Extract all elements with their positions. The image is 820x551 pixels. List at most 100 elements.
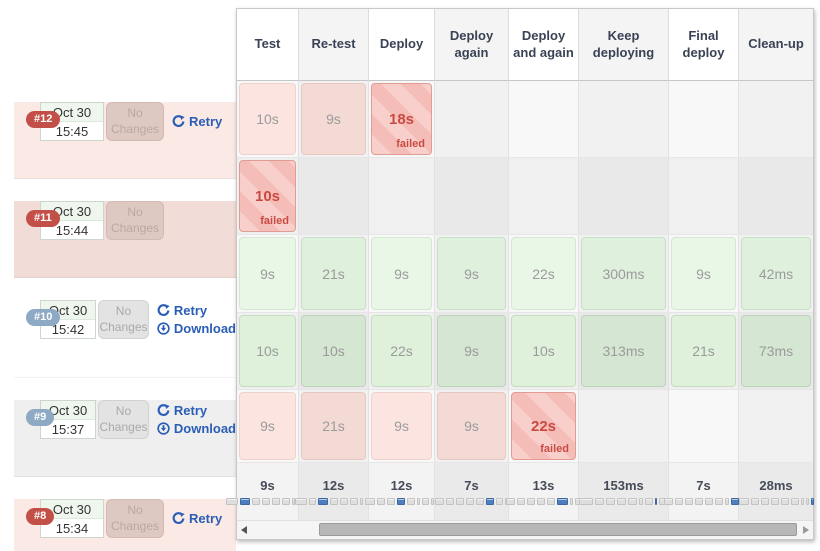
retry-button[interactable]: Retry (172, 511, 222, 526)
stage-time-distribution (578, 497, 669, 505)
build-number-badge[interactable]: #12 (26, 111, 61, 128)
stage-cell-skipped (669, 81, 739, 158)
average-value: 28ms (759, 478, 793, 493)
stage-cell-passed[interactable]: 9s (437, 392, 506, 460)
average-cell: 7s (664, 463, 743, 520)
download-button[interactable]: Download (157, 421, 236, 436)
average-cell: 28ms (738, 463, 814, 520)
stage-cell-passed[interactable]: 10s (239, 315, 296, 387)
build-row: #8 Oct 30 15:34 No Changes Retry (14, 499, 236, 551)
no-changes-button[interactable]: No Changes (106, 201, 164, 240)
build-date: Oct 30 15:44 (40, 201, 104, 240)
build-number-badge[interactable]: #10 (26, 309, 61, 326)
stage-cell-passed[interactable]: 42ms (741, 237, 811, 310)
stage-cell-passed[interactable]: 10s (301, 315, 366, 387)
stage-cell-skipped (369, 158, 435, 235)
download-icon (157, 422, 170, 435)
download-icon (157, 322, 170, 335)
build-number-badge[interactable]: #8 (26, 508, 55, 525)
retry-button[interactable]: Retry (172, 114, 222, 129)
build-number-badge[interactable]: #9 (26, 409, 55, 426)
build-date: Oct 30 15:37 (40, 400, 97, 439)
build-actions: Retry (172, 102, 222, 141)
stage-cell-skipped (509, 158, 579, 235)
retry-button[interactable]: Retry (157, 303, 236, 318)
average-value: 12s (322, 478, 345, 493)
stage-cell-skipped (669, 390, 739, 463)
stage-row: 9s 21s 9s 9s 22s failed (237, 390, 813, 463)
stage-cell-passed[interactable]: 9s (671, 237, 736, 310)
stage-cell-skipped (299, 158, 369, 235)
stage-cell-passed[interactable]: 21s (301, 237, 366, 310)
stage-cell-passed[interactable]: 10s (511, 315, 576, 387)
build-date: Oct 30 15:34 (40, 499, 104, 538)
build-date-day: Oct 30 (41, 401, 96, 420)
build-date-time: 15:34 (41, 519, 103, 537)
download-button[interactable]: Download (157, 321, 236, 336)
average-cell: 12s (295, 463, 372, 520)
stage-cell-passed[interactable]: 73ms (741, 315, 811, 387)
average-value: 12s (390, 478, 413, 493)
scroll-right-arrow[interactable] (803, 526, 809, 534)
stage-row: 10s 9s 18s failed (237, 81, 813, 158)
failed-label: failed (396, 138, 425, 150)
stage-cell-passed[interactable]: 21s (671, 315, 736, 387)
column-header: Clean-up (739, 9, 813, 81)
stage-cell-passed[interactable]: 9s (437, 315, 506, 387)
stage-cell-failed[interactable]: 22s failed (511, 392, 576, 460)
no-changes-button[interactable]: No Changes (98, 400, 149, 439)
stage-cell-passed[interactable]: 9s (371, 392, 432, 460)
stage-cell-skipped (669, 158, 739, 235)
column-header: Test (237, 9, 299, 81)
stage-cell-passed[interactable]: 9s (371, 237, 432, 310)
average-cell: 9s (226, 463, 309, 520)
retry-button[interactable]: Retry (157, 403, 236, 418)
stage-time-distribution (295, 497, 372, 505)
stage-cell-passed[interactable]: 9s (239, 392, 296, 460)
stage-cell-passed[interactable]: 10s (239, 83, 296, 155)
no-changes-button[interactable]: No Changes (98, 300, 149, 339)
build-row: #10 Oct 30 15:42 No Changes Retry Downlo… (14, 300, 236, 378)
stage-cell-passed[interactable]: 22s (511, 237, 576, 310)
stage-cell-skipped (739, 158, 813, 235)
stage-cell-passed[interactable]: 9s (239, 237, 296, 310)
stage-cell-passed[interactable]: 9s (301, 83, 366, 155)
build-number-badge[interactable]: #11 (26, 210, 60, 227)
stage-cell-passed[interactable]: 300ms (581, 237, 666, 310)
failed-label: failed (260, 215, 289, 227)
average-cell: 153ms (578, 463, 669, 520)
build-actions: Retry Download (157, 400, 236, 439)
stage-cell-passed[interactable]: 9s (437, 237, 506, 310)
stage-cell-skipped (579, 81, 669, 158)
no-changes-button[interactable]: No Changes (106, 102, 164, 141)
retry-icon (157, 404, 170, 417)
stage-cell-skipped (509, 81, 579, 158)
stage-cell-passed[interactable]: 21s (301, 392, 366, 460)
build-actions: Retry (172, 499, 222, 538)
column-header: Deploy and again (509, 9, 579, 81)
retry-icon (157, 304, 170, 317)
horizontal-scrollbar[interactable] (237, 520, 813, 539)
stage-time-distribution (664, 497, 743, 505)
column-header: Re-test (299, 9, 369, 81)
stage-cell-failed[interactable]: 10s failed (239, 160, 296, 232)
retry-icon (172, 512, 185, 525)
stage-cell-skipped (435, 158, 509, 235)
stage-cell-failed[interactable]: 18s failed (371, 83, 432, 155)
build-date-time: 15:44 (41, 221, 103, 239)
build-actions: Retry Download (157, 300, 236, 339)
average-cell: 13s (505, 463, 582, 520)
average-value: 7s (464, 478, 479, 493)
scrollbar-thumb[interactable] (319, 523, 797, 536)
average-value: 13s (532, 478, 555, 493)
column-header: Deploy (369, 9, 435, 81)
stage-cell-passed[interactable]: 313ms (581, 315, 666, 387)
scroll-left-arrow[interactable] (241, 526, 247, 534)
build-row: #11 Oct 30 15:44 No Changes (14, 201, 236, 278)
average-cell: 12s (364, 463, 439, 520)
stage-time-distribution (435, 497, 508, 505)
stage-cell-passed[interactable]: 22s (371, 315, 432, 387)
no-changes-button[interactable]: No Changes (106, 499, 164, 538)
build-date-day: Oct 30 (41, 500, 103, 519)
